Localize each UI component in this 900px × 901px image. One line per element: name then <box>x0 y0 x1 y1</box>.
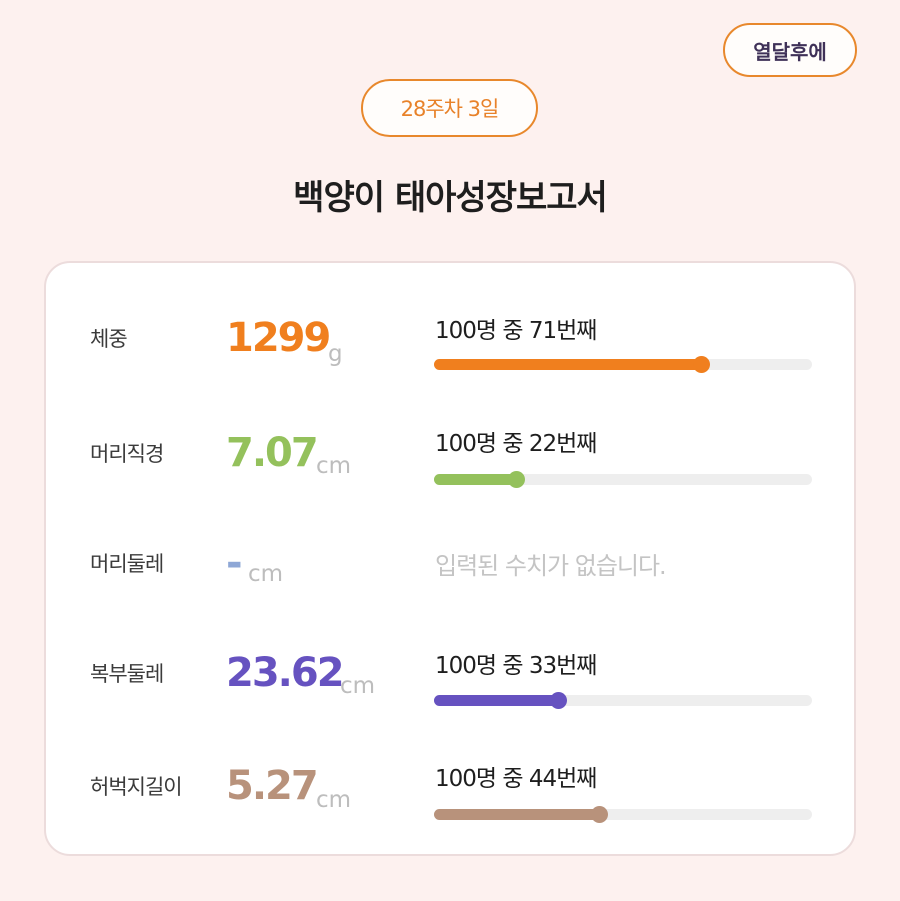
metric-row-head-circumference: 머리둘레 - cm 입력된 수치가 없습니다. <box>46 528 858 628</box>
metric-value: - <box>226 540 243 586</box>
metric-unit: cm <box>316 787 352 813</box>
rank-text: 100명 중 22번째 <box>435 431 597 457</box>
metric-row-head-diameter: 머리직경 7.07 cm 100명 중 22번째 <box>46 416 858 516</box>
rank-text: 100명 중 33번째 <box>435 653 597 679</box>
percentile-bar-knob <box>549 692 567 709</box>
metric-value: 23.62 <box>226 650 345 696</box>
percentile-bar-fill <box>434 809 601 820</box>
metric-unit: g <box>328 341 343 367</box>
percentile-bar <box>434 356 812 373</box>
yeoldal-hue-button[interactable]: 열달후에 <box>723 23 857 77</box>
percentile-bar-knob <box>508 471 526 488</box>
percentile-bar <box>434 471 812 488</box>
page-title: 백양이 태아성장보고서 <box>293 178 608 218</box>
metric-label: 머리둘레 <box>90 552 164 576</box>
metric-label: 체중 <box>90 327 128 351</box>
percentile-bar <box>434 692 812 709</box>
rank-text: 100명 중 71번째 <box>435 318 597 344</box>
metric-row-weight: 체중 1299 g 100명 중 71번째 <box>46 303 858 403</box>
metric-value: 5.27 <box>226 763 319 809</box>
metric-label: 머리직경 <box>90 442 164 466</box>
percentile-bar-fill <box>434 695 559 706</box>
metric-value: 7.07 <box>226 430 319 476</box>
percentile-bar-fill <box>434 474 518 485</box>
metric-label: 허벅지길이 <box>90 775 183 799</box>
week-badge: 28주차 3일 <box>361 79 538 137</box>
metric-unit: cm <box>248 561 284 587</box>
percentile-bar-fill <box>434 359 703 370</box>
percentile-bar <box>434 806 812 823</box>
metric-row-abdominal-circumference: 복부둘레 23.62 cm 100명 중 33번째 <box>46 636 858 736</box>
percentile-bar-knob <box>591 806 609 823</box>
metric-row-femur-length: 허벅지길이 5.27 cm 100명 중 44번째 <box>46 749 858 849</box>
metric-label: 복부둘레 <box>90 662 164 686</box>
percentile-bar-knob <box>693 356 711 373</box>
metric-unit: cm <box>340 673 376 699</box>
no-data-message: 입력된 수치가 없습니다. <box>435 552 667 580</box>
metric-unit: cm <box>316 453 352 479</box>
rank-text: 100명 중 44번째 <box>435 766 597 792</box>
metric-value: 1299 <box>226 315 331 361</box>
growth-report-card: 체중 1299 g 100명 중 71번째 머리직경 7.07 cm 100명 … <box>44 261 856 856</box>
